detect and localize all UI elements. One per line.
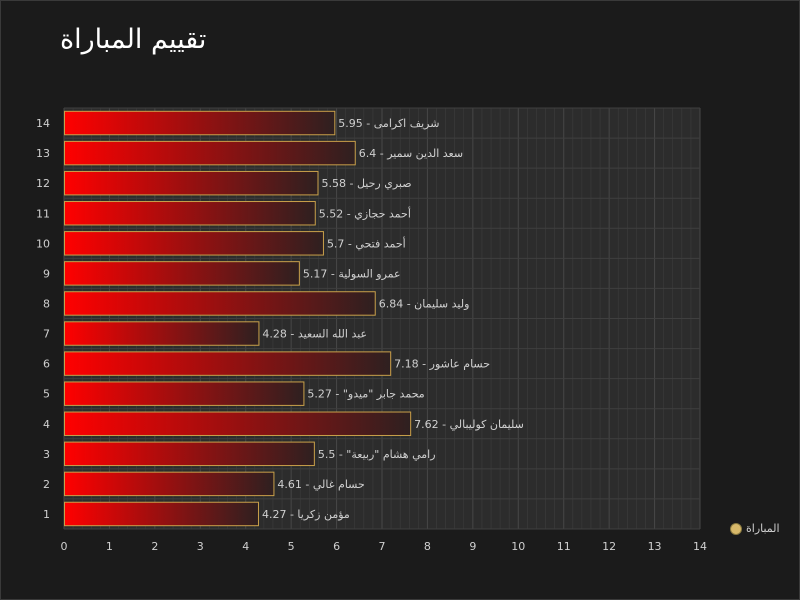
x-tick-label: 14 [693,540,707,553]
x-tick-label: 12 [602,540,616,553]
x-tick-label: 7 [379,540,386,553]
x-tick-label: 8 [424,540,431,553]
data-label: وليد سليمان - 6.84 [379,297,470,310]
data-label: أحمد حجازي - 5.52 [319,206,411,220]
x-tick-label: 2 [151,540,158,553]
y-tick-label: 5 [43,388,50,401]
data-label: سليمان كوليبالي - 7.62 [414,418,524,431]
bar [64,261,300,286]
data-label: مؤمن زكريا - 4.27 [262,508,350,521]
bar [64,170,319,196]
y-tick-label: 13 [36,147,50,160]
bar [64,201,316,226]
data-label: سعد الدين سمير - 6.4 [359,147,463,160]
bar [64,411,412,436]
x-tick-label: 6 [333,540,340,553]
x-tick-label: 4 [242,540,249,553]
legend-label: المباراة [746,522,780,535]
bar [64,471,275,497]
data-label: صبري رحيل - 5.58 [321,177,411,190]
x-tick-label: 5 [288,540,295,553]
y-tick-label: 4 [43,418,50,431]
chart-title: تقييم المباراة [60,24,207,55]
bar [64,321,260,346]
data-label: حسام غالي - 4.61 [277,478,364,491]
legend[interactable]: المباراة [730,522,780,535]
bar [64,381,305,406]
bar [64,351,392,376]
data-label: رامي هشام "ربيعة" - 5.5 [318,448,436,461]
x-tick-label: 11 [557,540,571,553]
y-tick-label: 6 [43,358,50,371]
bar [64,291,376,316]
y-tick-label: 7 [43,328,50,341]
y-tick-label: 2 [43,478,50,491]
x-tick-label: 10 [511,540,525,553]
x-tick-label: 0 [61,540,68,553]
bar [64,441,315,467]
bar [64,231,324,256]
y-tick-label: 12 [36,177,50,190]
bar [64,501,259,527]
data-label: شريف اكرامى - 5.95 [338,117,439,130]
legend-swatch-icon [730,522,742,535]
y-tick-label: 14 [36,117,50,130]
data-label: أحمد فتحي - 5.7 [327,236,406,250]
y-tick-label: 3 [43,448,50,461]
data-label: عبد الله السعيد - 4.28 [262,328,367,341]
y-tick-label: 1 [43,508,50,521]
y-tick-label: 11 [36,207,50,220]
x-tick-label: 3 [197,540,204,553]
data-label: حسام عاشور - 7.18 [394,358,490,371]
data-label: عمرو السولية - 5.17 [303,267,401,280]
data-label: محمد جابر "ميدو" - 5.27 [307,388,424,401]
y-tick-label: 8 [43,297,50,310]
x-tick-label: 13 [648,540,662,553]
y-tick-label: 10 [36,237,50,250]
bar [64,140,356,166]
y-tick-label: 9 [43,267,50,280]
bar [64,110,336,136]
x-tick-label: 1 [106,540,113,553]
x-tick-label: 9 [469,540,476,553]
